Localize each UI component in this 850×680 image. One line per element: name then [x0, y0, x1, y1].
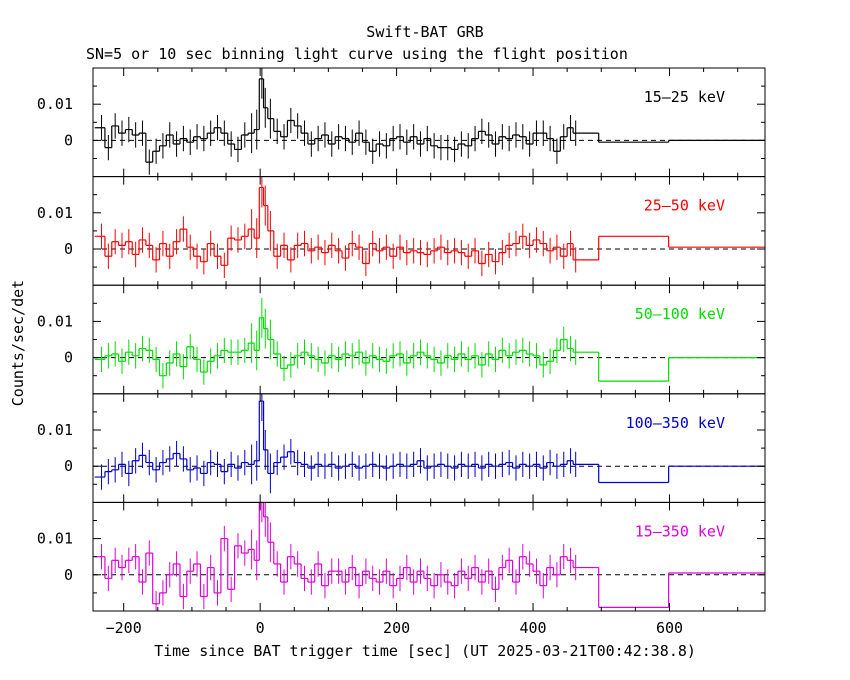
series-1 [94, 68, 765, 175]
panel-2: 0 0.01 25–50 keV [37, 176, 766, 286]
chart-title: Swift-BAT GRB [366, 23, 483, 41]
series-5 [94, 502, 765, 611]
panel-frame [92, 393, 766, 503]
x-tick-label: 200 [383, 619, 410, 637]
panel-5: 0 0.01 15–350 keV [37, 501, 766, 612]
chart-subtitle: SN=5 or 10 sec binning light curve using… [86, 45, 628, 63]
series-2 [94, 176, 765, 278]
y-tick-label: 0.01 [37, 421, 73, 439]
y-tick-label: 0 [64, 457, 73, 475]
panel-frame [92, 284, 766, 395]
y-axis-label: Counts/sec/det [9, 280, 27, 406]
panel-frame [92, 501, 766, 612]
y-tick-label: 0.01 [37, 530, 73, 548]
y-tick-label: 0.01 [37, 312, 73, 330]
band-label: 15–25 keV [644, 88, 725, 106]
panel-frame [92, 176, 766, 286]
y-tick-label: 0.01 [37, 204, 73, 222]
panel-frame [92, 67, 766, 178]
x-tick-label: 0 [256, 619, 265, 637]
y-tick-label: 0 [64, 240, 73, 258]
band-label: 100–350 keV [626, 414, 725, 432]
panel-1: 0 0.01 15–25 keV [37, 67, 766, 178]
x-tick-label: 400 [519, 619, 546, 637]
band-label: 50–100 keV [635, 305, 725, 323]
series-3 [94, 297, 765, 389]
y-tick-label: 0 [64, 349, 73, 367]
panel-4: 0 0.01 100–350 keV [37, 393, 766, 503]
x-tick-label: −200 [106, 619, 142, 637]
panels-group: 0 0.01 15–25 keV 0 0.01 25–50 keV 0 0.01 50–100 … [37, 67, 766, 637]
panel-3: 0 0.01 50–100 keV [37, 284, 766, 395]
band-label: 25–50 keV [644, 197, 725, 215]
y-tick-label: 0 [64, 131, 73, 149]
series-4 [94, 393, 765, 494]
band-label: 15–350 keV [635, 522, 725, 540]
y-tick-label: 0.01 [37, 95, 73, 113]
x-axis-label: Time since BAT trigger time [sec] (UT 20… [154, 642, 696, 660]
y-tick-label: 0 [64, 566, 73, 584]
x-tick-label: 600 [656, 619, 683, 637]
